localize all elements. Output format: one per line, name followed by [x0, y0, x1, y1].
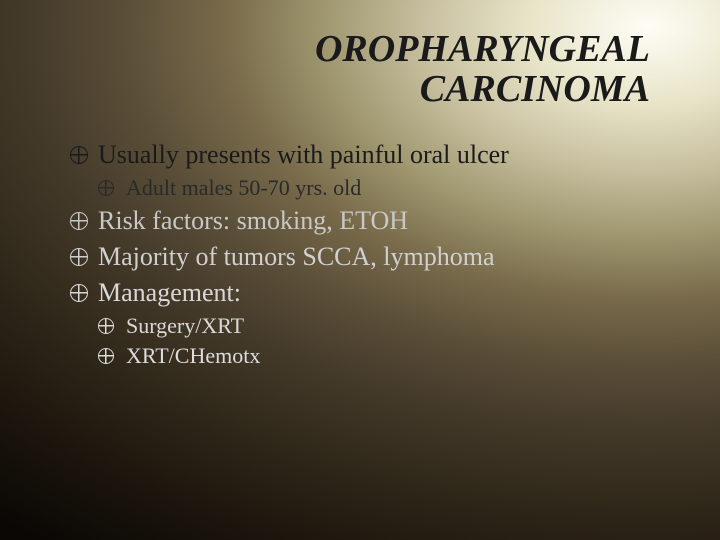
bullet-text: Surgery/XRT: [126, 313, 244, 338]
bullet-text: Management:: [98, 278, 241, 307]
bullet-list: Usually presents with painful oral ulcer…: [70, 138, 660, 371]
bullet-text: Majority of tumors SCCA, lymphoma: [98, 242, 495, 271]
slide-title: OROPHARYNGEAL CARCINOMA: [70, 30, 660, 110]
bullet-item-3: Majority of tumors SCCA, lymphoma: [70, 240, 660, 274]
title-line-2: CARCINOMA: [70, 70, 650, 110]
slide: OROPHARYNGEAL CARCINOMA Usually presents…: [0, 0, 720, 540]
title-line-1: OROPHARYNGEAL: [70, 30, 650, 70]
bullet-text: Risk factors: smoking, ETOH: [98, 206, 408, 235]
bullet-text: XRT/CHemotx: [126, 343, 260, 368]
bullet-text: Adult males 50-70 yrs. old: [126, 175, 361, 200]
bullet-item-4: Management:: [70, 276, 660, 310]
bullet-item-1: Adult males 50-70 yrs. old: [98, 174, 660, 203]
bullet-item-0: Usually presents with painful oral ulcer: [70, 138, 660, 172]
bullet-text: Usually presents with painful oral ulcer: [98, 140, 509, 169]
bullet-item-2: Risk factors: smoking, ETOH: [70, 204, 660, 238]
bullet-item-6: XRT/CHemotx: [98, 342, 660, 371]
bullet-item-5: Surgery/XRT: [98, 312, 660, 341]
